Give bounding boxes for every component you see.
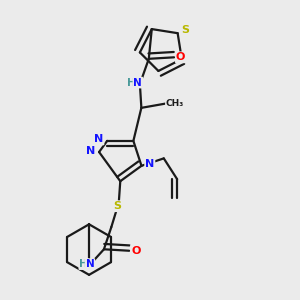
Text: N: N (85, 259, 94, 269)
Text: O: O (131, 246, 140, 256)
Text: CH₃: CH₃ (166, 99, 184, 108)
Text: H: H (79, 259, 88, 269)
Text: N: N (134, 78, 142, 88)
Text: N: N (94, 134, 104, 144)
Text: H: H (127, 78, 136, 88)
Text: S: S (113, 201, 121, 211)
Text: N: N (86, 146, 95, 155)
Text: O: O (176, 52, 185, 62)
Text: N: N (145, 159, 154, 169)
Text: S: S (181, 25, 189, 35)
